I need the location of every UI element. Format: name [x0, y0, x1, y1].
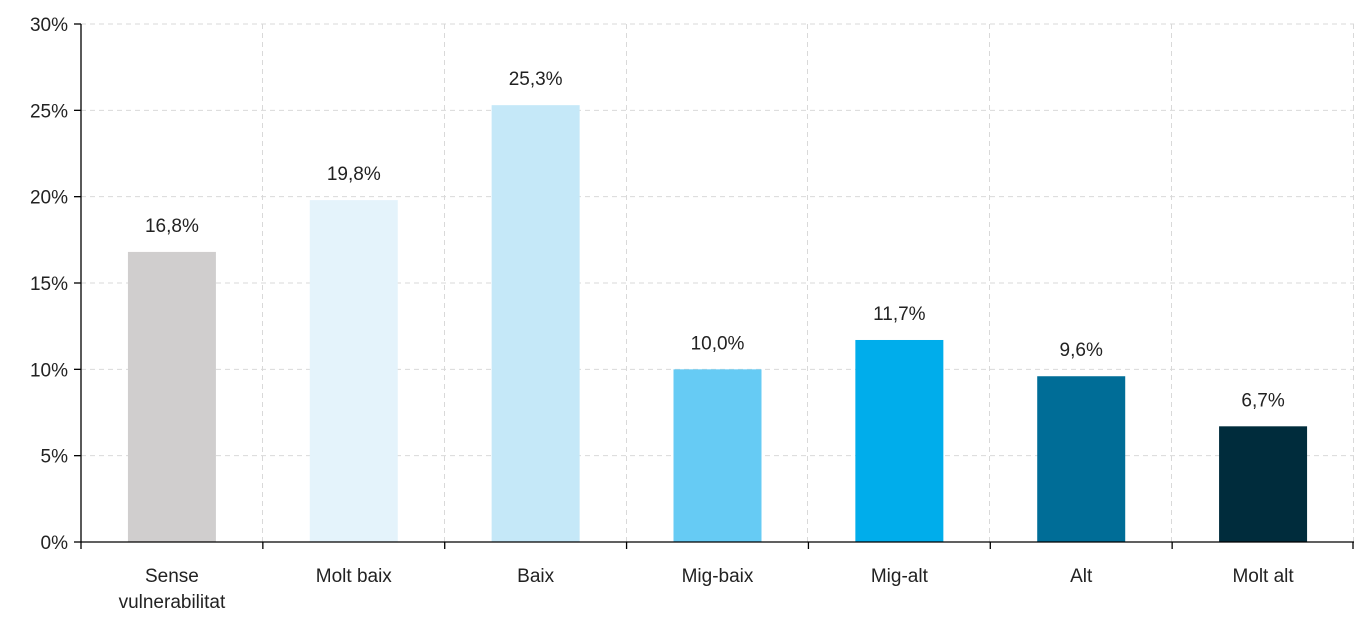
data-labels: 16,8% 19,8% 25,3% 10,0% 11,7% 9,6% 6,7% — [145, 69, 1285, 411]
x-tick-label: Mig-alt — [871, 566, 929, 587]
x-tick-label: Molt alt — [1232, 566, 1294, 587]
x-tick-label: Molt baix — [316, 566, 393, 587]
x-tick-label-line: vulnerabilitat — [119, 592, 226, 613]
bar — [1219, 426, 1308, 542]
x-tick-label-line: Molt alt — [1232, 566, 1294, 587]
data-label: 6,7% — [1241, 390, 1284, 411]
x-tick-label-line: Mig-baix — [682, 566, 754, 587]
x-tick-label-line: Sense — [145, 566, 199, 587]
bar — [309, 200, 398, 542]
y-tick-label: 30% — [30, 15, 68, 36]
bars — [127, 105, 1308, 543]
data-label: 9,6% — [1060, 340, 1103, 361]
x-tick-label: Baix — [517, 566, 554, 587]
data-label: 19,8% — [327, 164, 381, 185]
axes: 0% 5% 10% 15% 20% 25% 30% Sense vulnerabilitat Mo… — [30, 15, 1354, 613]
y-tick-label: 25% — [30, 101, 68, 122]
y-tick-label: 10% — [30, 360, 68, 381]
bar — [1037, 376, 1126, 542]
y-tick-label: 15% — [30, 274, 68, 295]
bar — [673, 369, 762, 542]
x-tick-label: Mig-baix — [682, 566, 754, 587]
y-tick-label: 0% — [41, 533, 69, 554]
bar — [127, 251, 216, 543]
data-label: 10,0% — [691, 333, 745, 354]
x-tick-label: Alt — [1070, 566, 1093, 587]
x-tick-label-line: Baix — [517, 566, 554, 587]
y-tick-label: 5% — [41, 447, 69, 468]
x-tick-label: Sense vulnerabilitat — [119, 566, 226, 613]
x-tick-label-line: Mig-alt — [871, 566, 929, 587]
bar — [855, 339, 944, 542]
data-label: 11,7% — [873, 304, 926, 325]
y-tick-label: 20% — [30, 188, 68, 209]
x-tick-label-line: Alt — [1070, 566, 1093, 587]
data-label: 16,8% — [145, 216, 199, 237]
x-tick-label-line: Molt baix — [316, 566, 393, 587]
data-label: 25,3% — [509, 69, 563, 90]
bar — [491, 105, 580, 543]
